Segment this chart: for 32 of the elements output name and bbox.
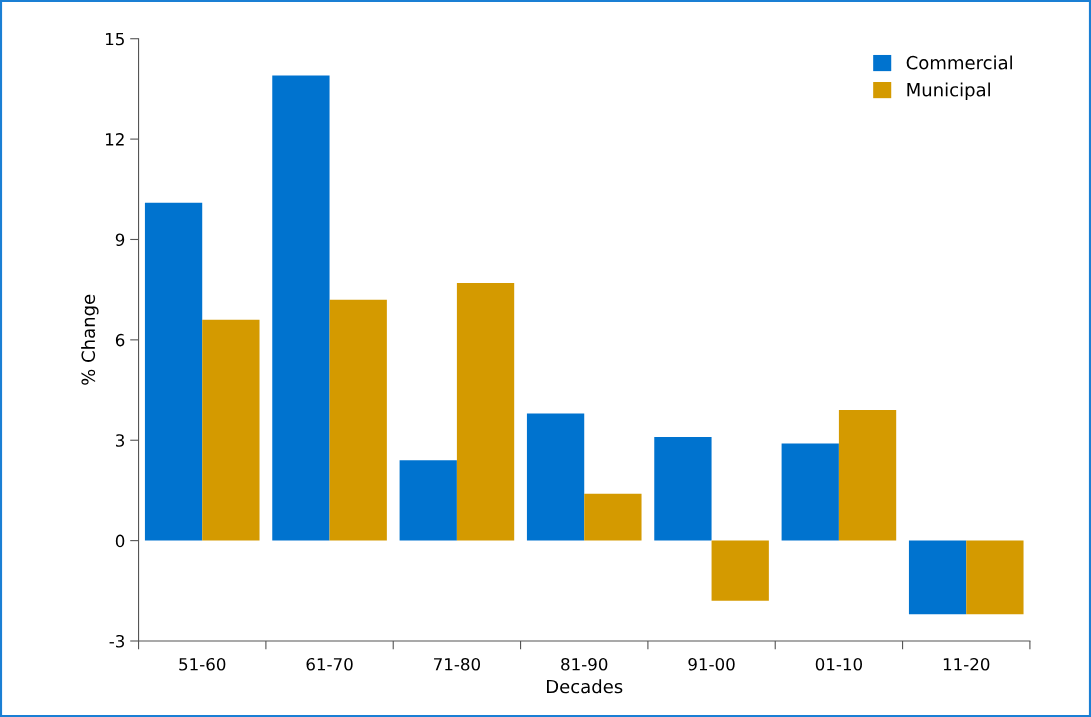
bar xyxy=(908,540,967,615)
x-tick-label: 71-80 xyxy=(434,657,480,671)
bar xyxy=(399,460,457,541)
bar xyxy=(781,443,839,541)
bar xyxy=(329,299,387,541)
y-tick-label: 15 xyxy=(105,32,124,46)
x-tick-label: 91-00 xyxy=(688,657,735,671)
bar xyxy=(144,202,203,541)
y-tick-label: 0 xyxy=(115,534,125,548)
bar xyxy=(654,436,712,541)
y-tick-label: -3 xyxy=(109,634,125,648)
legend-label: Commercial xyxy=(906,55,1012,70)
x-tick-label: 61-70 xyxy=(306,657,353,671)
bar xyxy=(711,540,769,601)
bar xyxy=(272,75,330,541)
x-tick-label: 01-10 xyxy=(815,657,863,671)
y-tick-label: 6 xyxy=(115,333,125,347)
bar xyxy=(456,282,515,541)
y-axis-title: % Change xyxy=(81,294,99,385)
y-tick-label: 3 xyxy=(116,434,125,447)
y-tick-label: 12 xyxy=(105,133,124,146)
y-tick-label: 9 xyxy=(115,233,125,247)
legend-label: Municipal xyxy=(907,82,990,101)
x-axis-title: Decades xyxy=(547,679,623,694)
bar xyxy=(526,413,585,541)
bar xyxy=(966,540,1024,615)
x-tick-label: 81-90 xyxy=(561,657,608,671)
bar xyxy=(202,319,260,541)
bar xyxy=(584,493,642,541)
bar xyxy=(838,410,897,541)
x-tick-label: 51-60 xyxy=(179,657,226,671)
x-tick-label: 11-20 xyxy=(943,657,990,671)
